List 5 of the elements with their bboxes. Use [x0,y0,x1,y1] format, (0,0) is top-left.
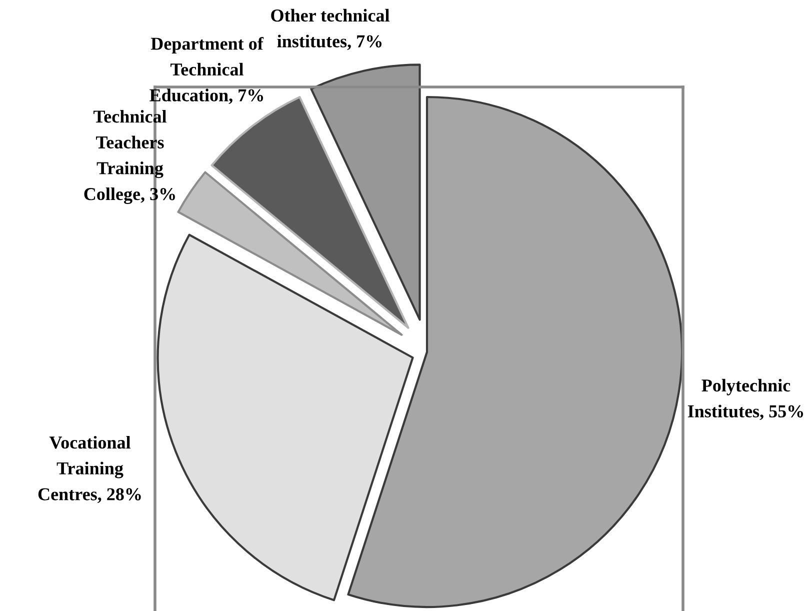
slice-label: Technical Teachers Training College, 3% [84,110,175,204]
slice-label: Department of Technical Education, 7% [150,36,264,104]
slice-label: Polytechnic Institutes, 55% [688,378,803,420]
slice-label: Vocational Training Centres, 28% [38,436,141,503]
slice-label: Other technical institutes, 7% [271,8,390,50]
